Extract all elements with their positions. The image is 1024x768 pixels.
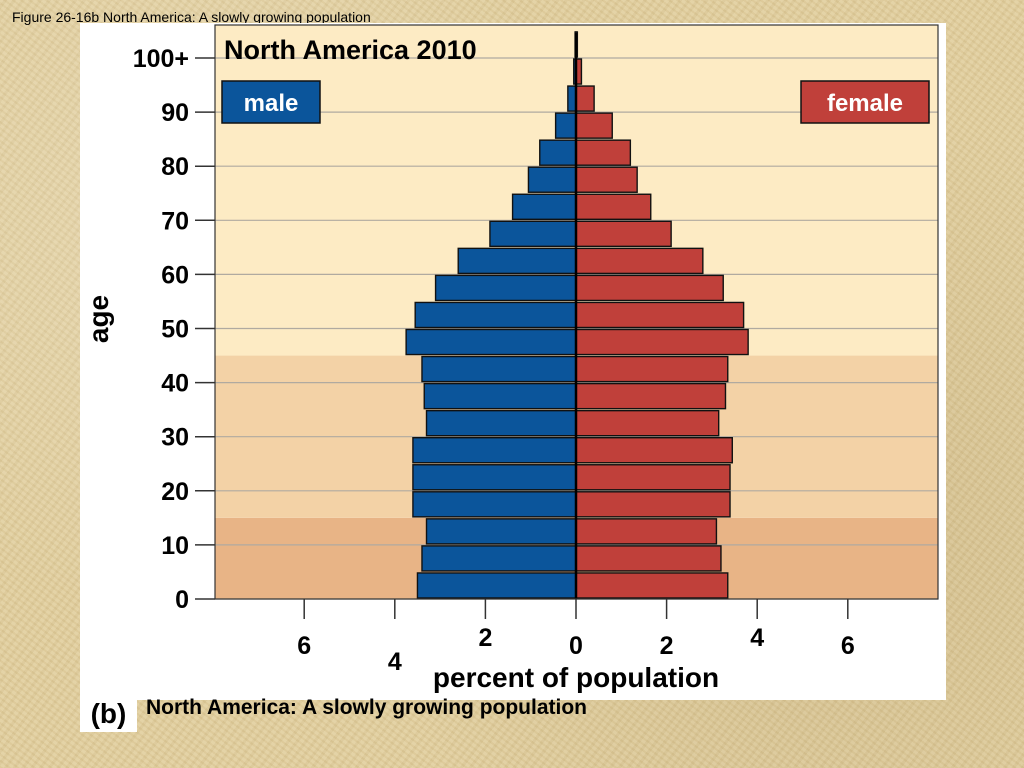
x-tick-label-1: 4 <box>388 648 402 676</box>
male-bar-60-64 <box>457 247 577 275</box>
x-tick-label-5: 4 <box>750 624 764 652</box>
female-bar-10-14 <box>575 518 718 545</box>
male-bar-50-54 <box>414 301 577 329</box>
x-tick-label-0: 6 <box>297 632 311 660</box>
female-bar-0-4 <box>575 572 729 599</box>
male-bar-5-9 <box>421 545 577 572</box>
y-tick-label-4: 40 <box>161 370 189 398</box>
y-tick-label-3: 30 <box>161 424 189 452</box>
female-bar-70-74 <box>575 193 652 220</box>
male-bar-65-69 <box>489 220 577 248</box>
female-bar-55-59 <box>575 274 724 302</box>
male-bar-45-49 <box>405 328 577 356</box>
y-tick-label-6: 60 <box>161 261 189 289</box>
male-bar-25-29 <box>412 437 577 464</box>
x-tick-label-4: 2 <box>660 632 674 660</box>
female-bar-35-39 <box>575 382 727 410</box>
y-tick-label-2: 20 <box>161 478 189 506</box>
female-bar-85-89 <box>575 112 613 139</box>
female-bar-45-49 <box>575 328 749 356</box>
female-bar-15-19 <box>575 491 731 518</box>
female-bar-50-54 <box>575 301 745 329</box>
female-bar-25-29 <box>575 437 733 464</box>
figure-label: (b) <box>80 696 137 732</box>
male-bar-70-74 <box>511 193 577 220</box>
y-tick-label-8: 80 <box>161 153 189 181</box>
legend-male-label: male <box>244 90 299 117</box>
chart-title: North America 2010 <box>224 35 477 65</box>
male-bar-30-34 <box>425 409 577 437</box>
legend-male-box <box>221 80 321 124</box>
female-bar-65-69 <box>575 220 672 248</box>
female-bar-5-9 <box>575 545 722 572</box>
male-bar-40-44 <box>421 355 577 383</box>
y-tick-label-9: 90 <box>161 99 189 127</box>
x-tick-label-2: 2 <box>478 624 492 652</box>
y-tick-label-7: 70 <box>161 207 189 235</box>
female-bar-90-94 <box>575 85 595 112</box>
chart-panel: 0 10 20 30 40 50 60 70 80 90 100+ 6 4 2 0 2 4 6 North Amer… <box>80 23 946 700</box>
female-bar-75-79 <box>575 166 638 193</box>
male-bar-10-14 <box>425 518 577 545</box>
male-bar-35-39 <box>423 382 577 410</box>
x-tick-label-6: 6 <box>841 632 855 660</box>
legend-female-box <box>800 80 930 124</box>
x-tick-label-3: 0 <box>569 632 583 660</box>
female-bar-40-44 <box>575 355 729 383</box>
female-bar-30-34 <box>575 409 720 437</box>
female-bar-80-84 <box>575 139 632 166</box>
female-bar-60-64 <box>575 247 704 275</box>
male-bar-80-84 <box>539 139 577 166</box>
y-tick-label-10: 100+ <box>133 45 189 73</box>
y-tick-label-5: 50 <box>161 316 189 344</box>
female-bar-20-24 <box>575 464 731 491</box>
figure-caption-top: Figure 26-16b North America: A slowly gr… <box>12 9 371 25</box>
figure-caption-bottom: North America: A slowly growing populati… <box>146 696 588 719</box>
legend-female-label: female <box>827 90 903 117</box>
y-tick-label-0: 0 <box>175 586 189 614</box>
male-bar-75-79 <box>527 166 577 193</box>
male-bar-0-4 <box>416 572 577 599</box>
male-bar-20-24 <box>412 464 577 491</box>
male-bar-85-89 <box>554 112 577 139</box>
male-bar-55-59 <box>434 274 577 302</box>
male-bar-15-19 <box>412 491 577 518</box>
y-axis-label: age <box>83 295 114 343</box>
x-axis-label: percent of population <box>433 662 719 693</box>
y-tick-label-1: 10 <box>161 532 189 560</box>
